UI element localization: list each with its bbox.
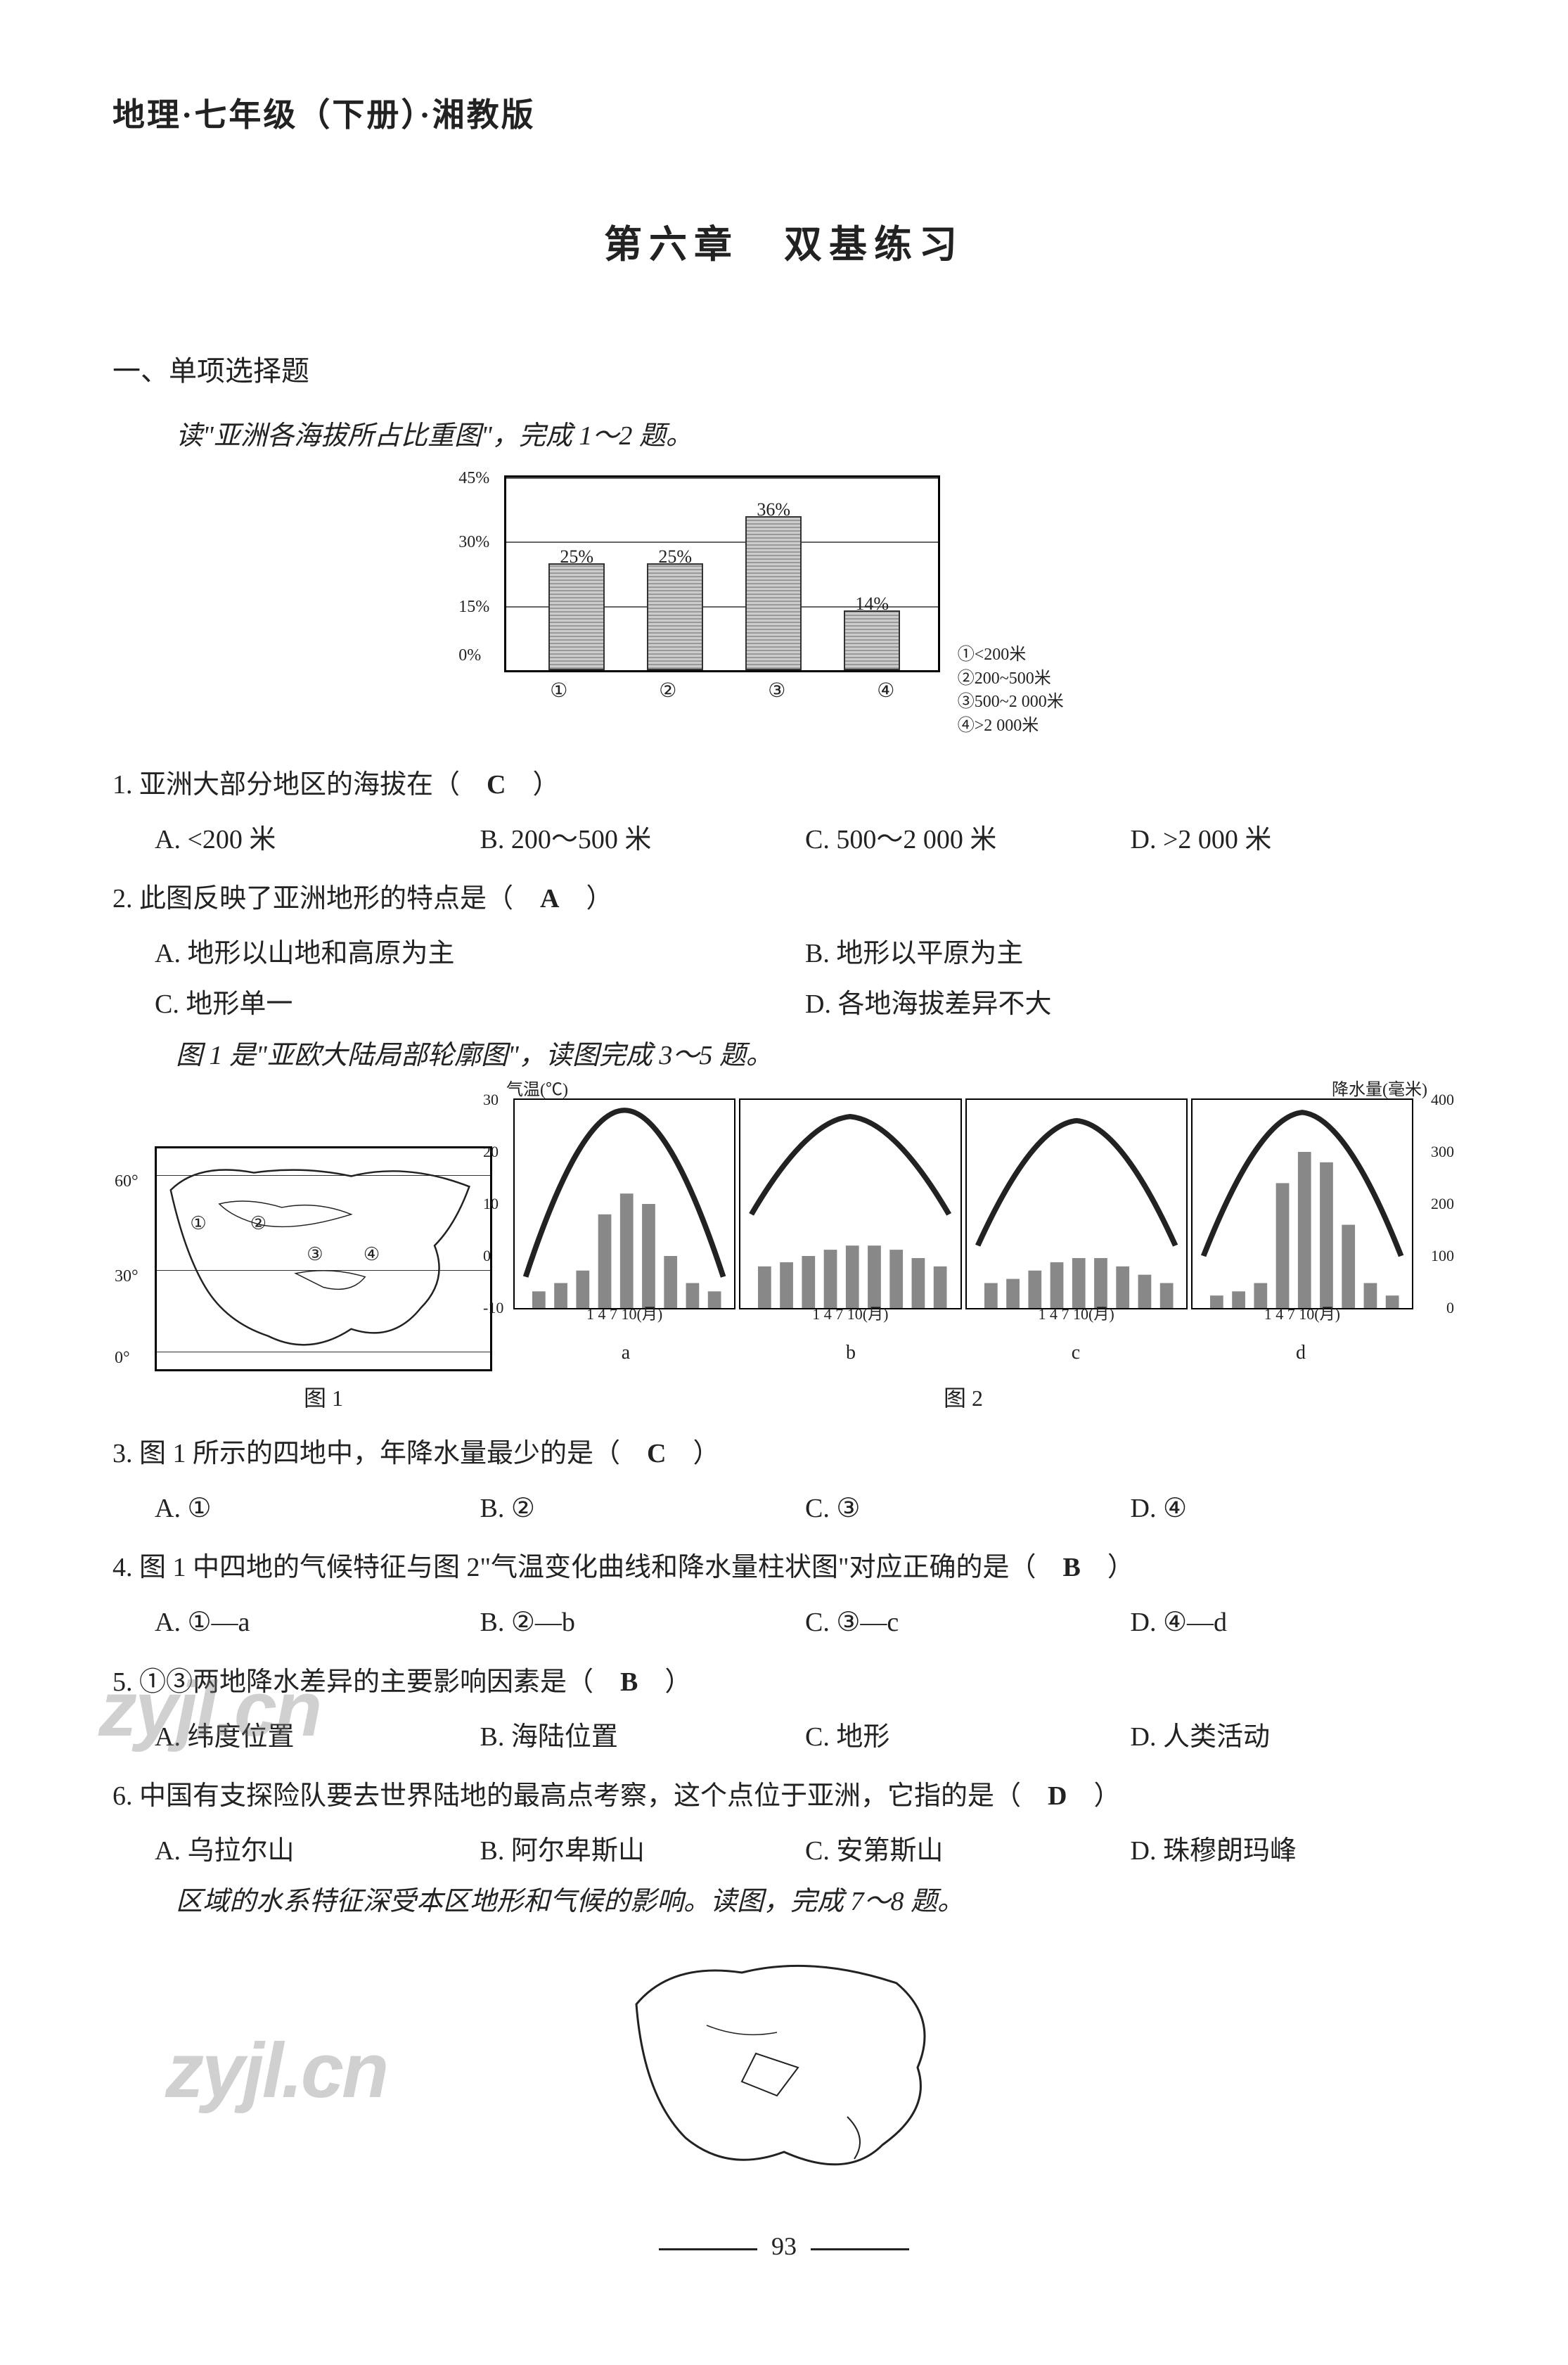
q2-opt-a: A. 地形以山地和高原为主 — [155, 928, 805, 979]
q4-opt-c: C. ③—c — [805, 1597, 1131, 1648]
figure-2-container: 气温(℃) 降水量(毫米) 30 20 10 0 -10 1 4 7 10(月) — [513, 1098, 1413, 1420]
q3-opt-d: D. ④ — [1131, 1483, 1456, 1534]
q2-opt-d: D. 各地海拔差异不大 — [805, 979, 1455, 1030]
question-2: 2. 此图反映了亚洲地形的特点是（ A ） A. 地形以山地和高原为主 B. 地… — [113, 873, 1455, 1030]
q5-opt-d: D. 人类活动 — [1131, 1712, 1456, 1762]
q5-opt-a: A. 纬度位置 — [155, 1712, 480, 1762]
section-heading: 一、单项选择题 — [113, 345, 1455, 398]
intro-text-3: 区域的水系特征深受本区地形和气候的影响。读图，完成 7～8 题。 — [113, 1876, 1455, 1927]
q1-opt-c: C. 500～2 000 米 — [805, 814, 1131, 865]
q4-opt-d: D. ④—d — [1131, 1597, 1456, 1648]
q1-opt-d: D. >2 000 米 — [1131, 814, 1456, 865]
q1-opt-a: A. <200 米 — [155, 814, 480, 865]
q6-opt-d: D. 珠穆朗玛峰 — [1131, 1826, 1456, 1876]
q6-opt-c: C. 安第斯山 — [805, 1826, 1131, 1876]
question-5: zyjl.cn 5. ①③两地降水差异的主要影响因素是（ B ） A. 纬度位置… — [113, 1657, 1455, 1762]
q4-opt-b: B. ②—b — [480, 1597, 806, 1648]
chapter-title: 第六章 双基练习 — [113, 209, 1455, 281]
q4-opt-a: A. ①—a — [155, 1597, 480, 1648]
question-4: 4. 图 1 中四地的气候特征与图 2"气温变化曲线和降水量柱状图"对应正确的是… — [113, 1542, 1455, 1648]
eurasia-map: 60° 30° 0° ① ② ③ ④ — [155, 1146, 492, 1371]
intro-text-1: 读"亚洲各海拔所占比重图"，完成 1～2 题。 — [113, 411, 1455, 461]
watermark-2: zyjl.cn — [165, 1997, 387, 2144]
book-header: 地理·七年级（下册）·湘教版 — [113, 84, 1455, 146]
q6-opt-b: B. 阿尔卑斯山 — [480, 1826, 806, 1876]
chart-legend: ①<200米 ②200~500米 ③500~2 000米 ④>2 000米 — [958, 643, 1064, 738]
asia-outline-map: zyjl.cn — [601, 1941, 967, 2194]
elevation-bar-chart: 45% 30% 15% 0% 25% 25% 36% 14% ① ② ③ ④ ①… — [113, 475, 1455, 738]
q3-opt-c: C. ③ — [805, 1483, 1131, 1534]
q5-opt-c: C. 地形 — [805, 1712, 1131, 1762]
question-1: 1. 亚洲大部分地区的海拔在（ C ） A. <200 米 B. 200～500… — [113, 760, 1455, 865]
q1-opt-b: B. 200～500 米 — [480, 814, 806, 865]
climate-panels: 30 20 10 0 -10 1 4 7 10(月) — [513, 1098, 1413, 1309]
q5-opt-b: B. 海陆位置 — [480, 1712, 806, 1762]
question-3: 3. 图 1 所示的四地中，年降水量最少的是（ C ） A. ① B. ② C.… — [113, 1428, 1455, 1534]
page-number: 93 — [113, 2222, 1455, 2270]
q6-opt-a: A. 乌拉尔山 — [155, 1826, 480, 1876]
intro-text-2: 图 1 是"亚欧大陆局部轮廓图"，读图完成 3～5 题。 — [113, 1030, 1455, 1081]
q3-opt-b: B. ② — [480, 1483, 806, 1534]
figures-row: 60° 30° 0° ① ② ③ ④ 图 1 气温(℃) 降水量(毫米) 30 … — [113, 1098, 1455, 1420]
question-6: 6. 中国有支探险队要去世界陆地的最高点考察，这个点位于亚洲，它指的是（ D ）… — [113, 1771, 1455, 1876]
q3-opt-a: A. ① — [155, 1483, 480, 1534]
q2-opt-c: C. 地形单一 — [155, 979, 805, 1030]
figure-1-container: 60° 30° 0° ① ② ③ ④ 图 1 — [155, 1146, 492, 1420]
q2-opt-b: B. 地形以平原为主 — [805, 928, 1455, 979]
